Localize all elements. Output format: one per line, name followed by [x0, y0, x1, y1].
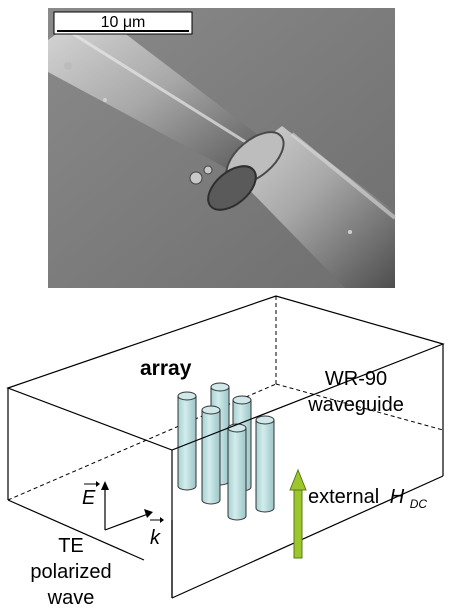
- field-subscript: DC: [410, 497, 428, 511]
- thin-rod: [48, 22, 278, 182]
- junction-cavity: [207, 165, 257, 211]
- waveguide-label-line1: WR-90: [325, 368, 387, 390]
- debris-particle: [189, 171, 203, 185]
- array-label: array: [140, 357, 192, 380]
- array-rod: [227, 423, 247, 521]
- debris-particle: [203, 165, 213, 175]
- hidden-edge: [275, 383, 444, 431]
- debris-particle: [64, 62, 72, 70]
- waveguide-diagram: array WR-90 waveguide external H DC E k …: [6, 295, 445, 609]
- waveguide-edge: [7, 499, 145, 561]
- scale-bar-box: [53, 11, 193, 35]
- waveguide-box: [6, 295, 445, 599]
- thin-rod-highlight: [69, 30, 269, 158]
- scale-bar-label: 10 μm: [101, 14, 146, 31]
- e-vector-overarrow-head: [96, 481, 100, 487]
- debris-particle: [103, 98, 107, 102]
- wave-label-line3: wave: [47, 587, 95, 609]
- wave-label-line1: TE: [58, 535, 84, 557]
- wave-label-line2: polarized: [30, 561, 111, 583]
- k-vector-arrow: [104, 509, 153, 531]
- e-vector-label: E: [82, 487, 96, 509]
- sem-micrograph: 10 μm: [48, 8, 397, 288]
- array-rod: [201, 405, 221, 505]
- waveguide-edge: [171, 475, 444, 599]
- thick-rod-highlight: [290, 132, 397, 220]
- e-vector-arrow: [101, 481, 109, 530]
- field-label-word: external: [308, 486, 379, 508]
- debris-particle: [348, 230, 352, 234]
- external-field-arrow: [289, 468, 307, 559]
- rod-array: [177, 382, 275, 521]
- array-rod: [177, 391, 197, 491]
- array-rod: [255, 415, 275, 513]
- waveguide-label-line2: waveguide: [307, 394, 404, 416]
- k-vector-overarrow-head: [160, 517, 164, 523]
- external-field-label: external H DC: [308, 486, 427, 511]
- k-vector-label: k: [150, 527, 161, 549]
- field-symbol: H: [390, 486, 405, 508]
